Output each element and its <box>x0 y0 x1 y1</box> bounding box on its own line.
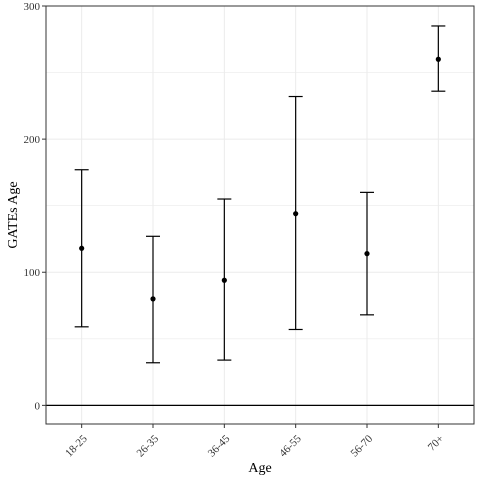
x-tick-label: 46-55 <box>277 433 304 460</box>
y-axis-title: GATEs Age <box>6 181 21 248</box>
errorbar-36-45 <box>217 198 232 361</box>
point-estimate <box>364 251 370 257</box>
y-tick-label: 100 <box>24 267 41 279</box>
x-axis-title: Age <box>248 461 271 476</box>
point-estimate <box>435 56 441 62</box>
x-axis: 18-25 26-35 36-45 46-55 56-70 70+ <box>63 424 446 459</box>
point-estimate <box>150 296 156 302</box>
errorbar-70+ <box>431 25 446 92</box>
x-tick-label: 36-45 <box>206 433 233 460</box>
panel-border <box>45 5 475 425</box>
y-tick-label: 200 <box>24 134 41 146</box>
y-axis: 0 100 200 300 <box>24 1 46 412</box>
x-tick-label: 26-35 <box>134 433 161 460</box>
x-tick-label: 18-25 <box>63 433 90 460</box>
y-tick-label: 0 <box>35 400 41 412</box>
errorbar-18-25 <box>74 169 89 328</box>
errorbar-46-55 <box>288 95 303 331</box>
point-estimate <box>221 277 227 283</box>
errorbar-26-35 <box>146 235 160 364</box>
x-tick-label: 56-70 <box>348 433 375 460</box>
errorbar-56-70 <box>360 191 374 316</box>
gridlines <box>46 5 474 424</box>
point-estimate <box>293 211 299 217</box>
x-tick-label: 70+ <box>426 433 447 454</box>
error-bars <box>74 25 446 364</box>
y-tick-label: 300 <box>24 1 41 13</box>
point-estimate <box>79 245 85 251</box>
